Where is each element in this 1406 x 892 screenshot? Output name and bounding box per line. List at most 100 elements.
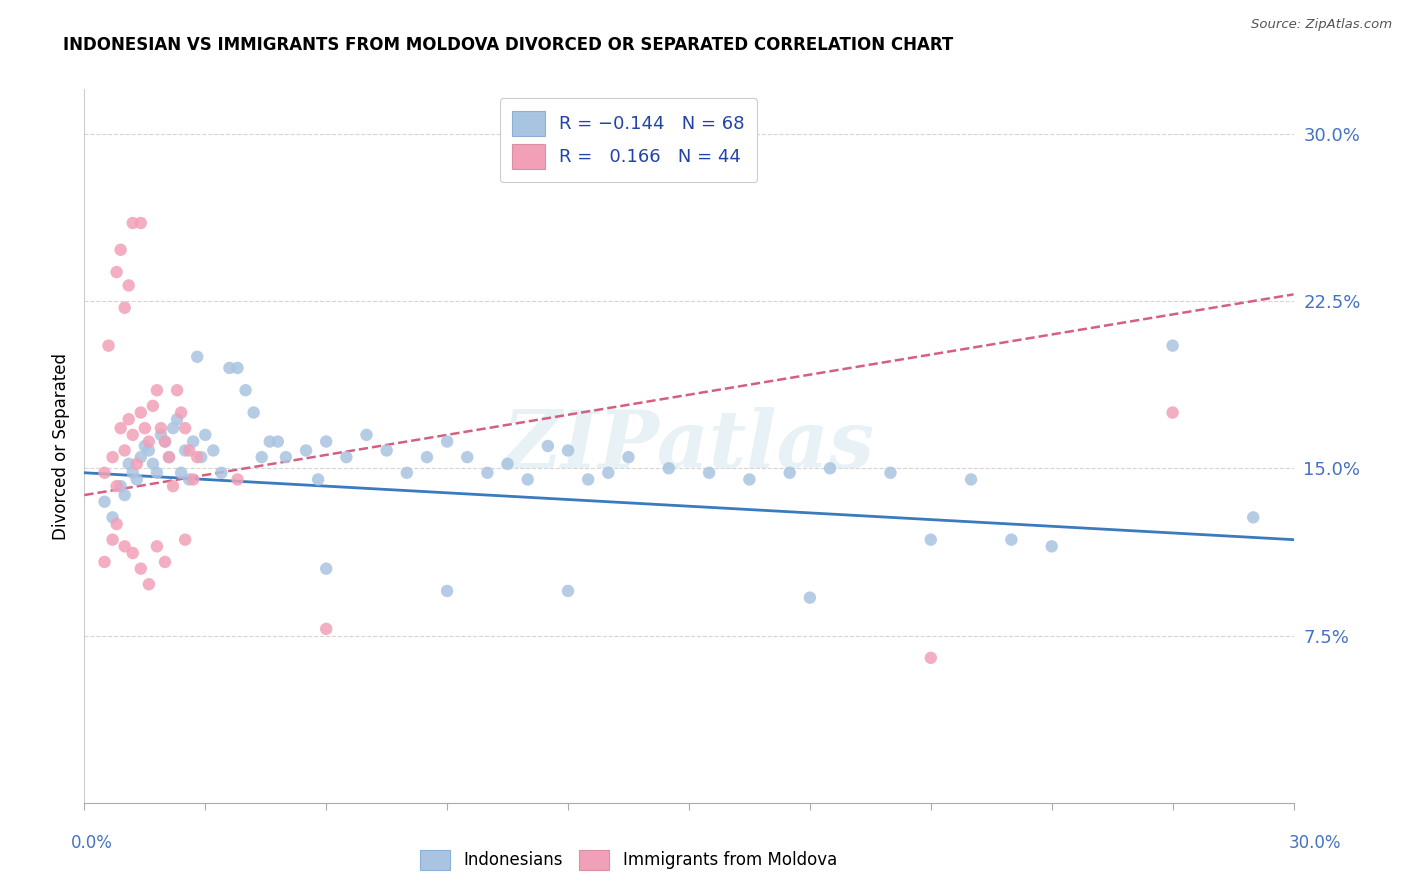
Point xyxy=(576,473,599,487)
Point xyxy=(153,434,176,449)
Point xyxy=(153,555,176,569)
Point xyxy=(799,591,821,605)
Point xyxy=(477,466,499,480)
Point xyxy=(226,473,249,487)
Legend: Indonesians, Immigrants from Moldova: Indonesians, Immigrants from Moldova xyxy=(413,843,844,877)
Point xyxy=(202,443,225,458)
Point xyxy=(114,301,136,315)
Point xyxy=(226,360,249,375)
Point xyxy=(110,479,132,493)
Text: Source: ZipAtlas.com: Source: ZipAtlas.com xyxy=(1251,18,1392,31)
Text: 0.0%: 0.0% xyxy=(70,834,112,852)
Point xyxy=(697,466,720,480)
Point xyxy=(153,434,176,449)
Point xyxy=(315,562,337,576)
Point xyxy=(170,466,193,480)
Point xyxy=(818,461,841,475)
Point xyxy=(1161,405,1184,420)
Point xyxy=(93,466,115,480)
Point xyxy=(110,421,132,435)
Point xyxy=(307,473,329,487)
Point xyxy=(537,439,560,453)
Point xyxy=(166,384,188,398)
Point xyxy=(170,405,193,420)
Point xyxy=(101,533,124,547)
Point xyxy=(93,494,115,508)
Point xyxy=(142,399,165,413)
Point xyxy=(121,466,143,480)
Point xyxy=(416,450,439,465)
Point xyxy=(315,434,337,449)
Point xyxy=(146,466,169,480)
Point xyxy=(1161,338,1184,352)
Point xyxy=(118,457,141,471)
Point xyxy=(738,473,761,487)
Point xyxy=(456,450,478,465)
Text: INDONESIAN VS IMMIGRANTS FROM MOLDOVA DIVORCED OR SEPARATED CORRELATION CHART: INDONESIAN VS IMMIGRANTS FROM MOLDOVA DI… xyxy=(63,36,953,54)
Point xyxy=(101,450,124,465)
Point xyxy=(105,517,128,532)
Point xyxy=(157,450,180,465)
Point xyxy=(436,434,458,449)
Point xyxy=(516,473,538,487)
Point xyxy=(274,450,297,465)
Point xyxy=(129,450,152,465)
Point xyxy=(125,457,148,471)
Point xyxy=(436,583,458,598)
Point xyxy=(114,539,136,553)
Point xyxy=(129,562,152,576)
Point xyxy=(174,533,197,547)
Point xyxy=(658,461,681,475)
Point xyxy=(138,443,160,458)
Point xyxy=(557,583,579,598)
Y-axis label: Divorced or Separated: Divorced or Separated xyxy=(52,352,70,540)
Point xyxy=(105,265,128,279)
Point xyxy=(250,450,273,465)
Point xyxy=(181,434,204,449)
Point xyxy=(395,466,418,480)
Point xyxy=(129,405,152,420)
Point xyxy=(105,479,128,493)
Point xyxy=(315,622,337,636)
Point xyxy=(121,546,143,560)
Point xyxy=(118,278,141,293)
Point xyxy=(557,443,579,458)
Point xyxy=(259,434,281,449)
Point xyxy=(166,412,188,426)
Point xyxy=(121,427,143,442)
Point xyxy=(118,412,141,426)
Point xyxy=(209,466,232,480)
Point xyxy=(267,434,290,449)
Point xyxy=(114,443,136,458)
Point xyxy=(1040,539,1063,553)
Point xyxy=(1000,533,1022,547)
Point xyxy=(295,443,318,458)
Point xyxy=(174,421,197,435)
Point xyxy=(218,360,240,375)
Point xyxy=(920,533,942,547)
Point xyxy=(242,405,264,420)
Point xyxy=(190,450,212,465)
Text: ZIPatlas: ZIPatlas xyxy=(503,408,875,484)
Point xyxy=(186,450,208,465)
Point xyxy=(162,421,184,435)
Point xyxy=(110,243,132,257)
Point xyxy=(356,427,378,442)
Point xyxy=(134,439,156,453)
Point xyxy=(114,488,136,502)
Point xyxy=(179,443,201,458)
Point xyxy=(375,443,398,458)
Point xyxy=(174,443,197,458)
Point xyxy=(181,473,204,487)
Point xyxy=(125,473,148,487)
Text: 30.0%: 30.0% xyxy=(1288,834,1341,852)
Point xyxy=(335,450,357,465)
Point xyxy=(157,450,180,465)
Point xyxy=(496,457,519,471)
Point xyxy=(146,539,169,553)
Point xyxy=(129,216,152,230)
Point xyxy=(146,384,169,398)
Point xyxy=(138,577,160,591)
Point xyxy=(93,555,115,569)
Point xyxy=(779,466,801,480)
